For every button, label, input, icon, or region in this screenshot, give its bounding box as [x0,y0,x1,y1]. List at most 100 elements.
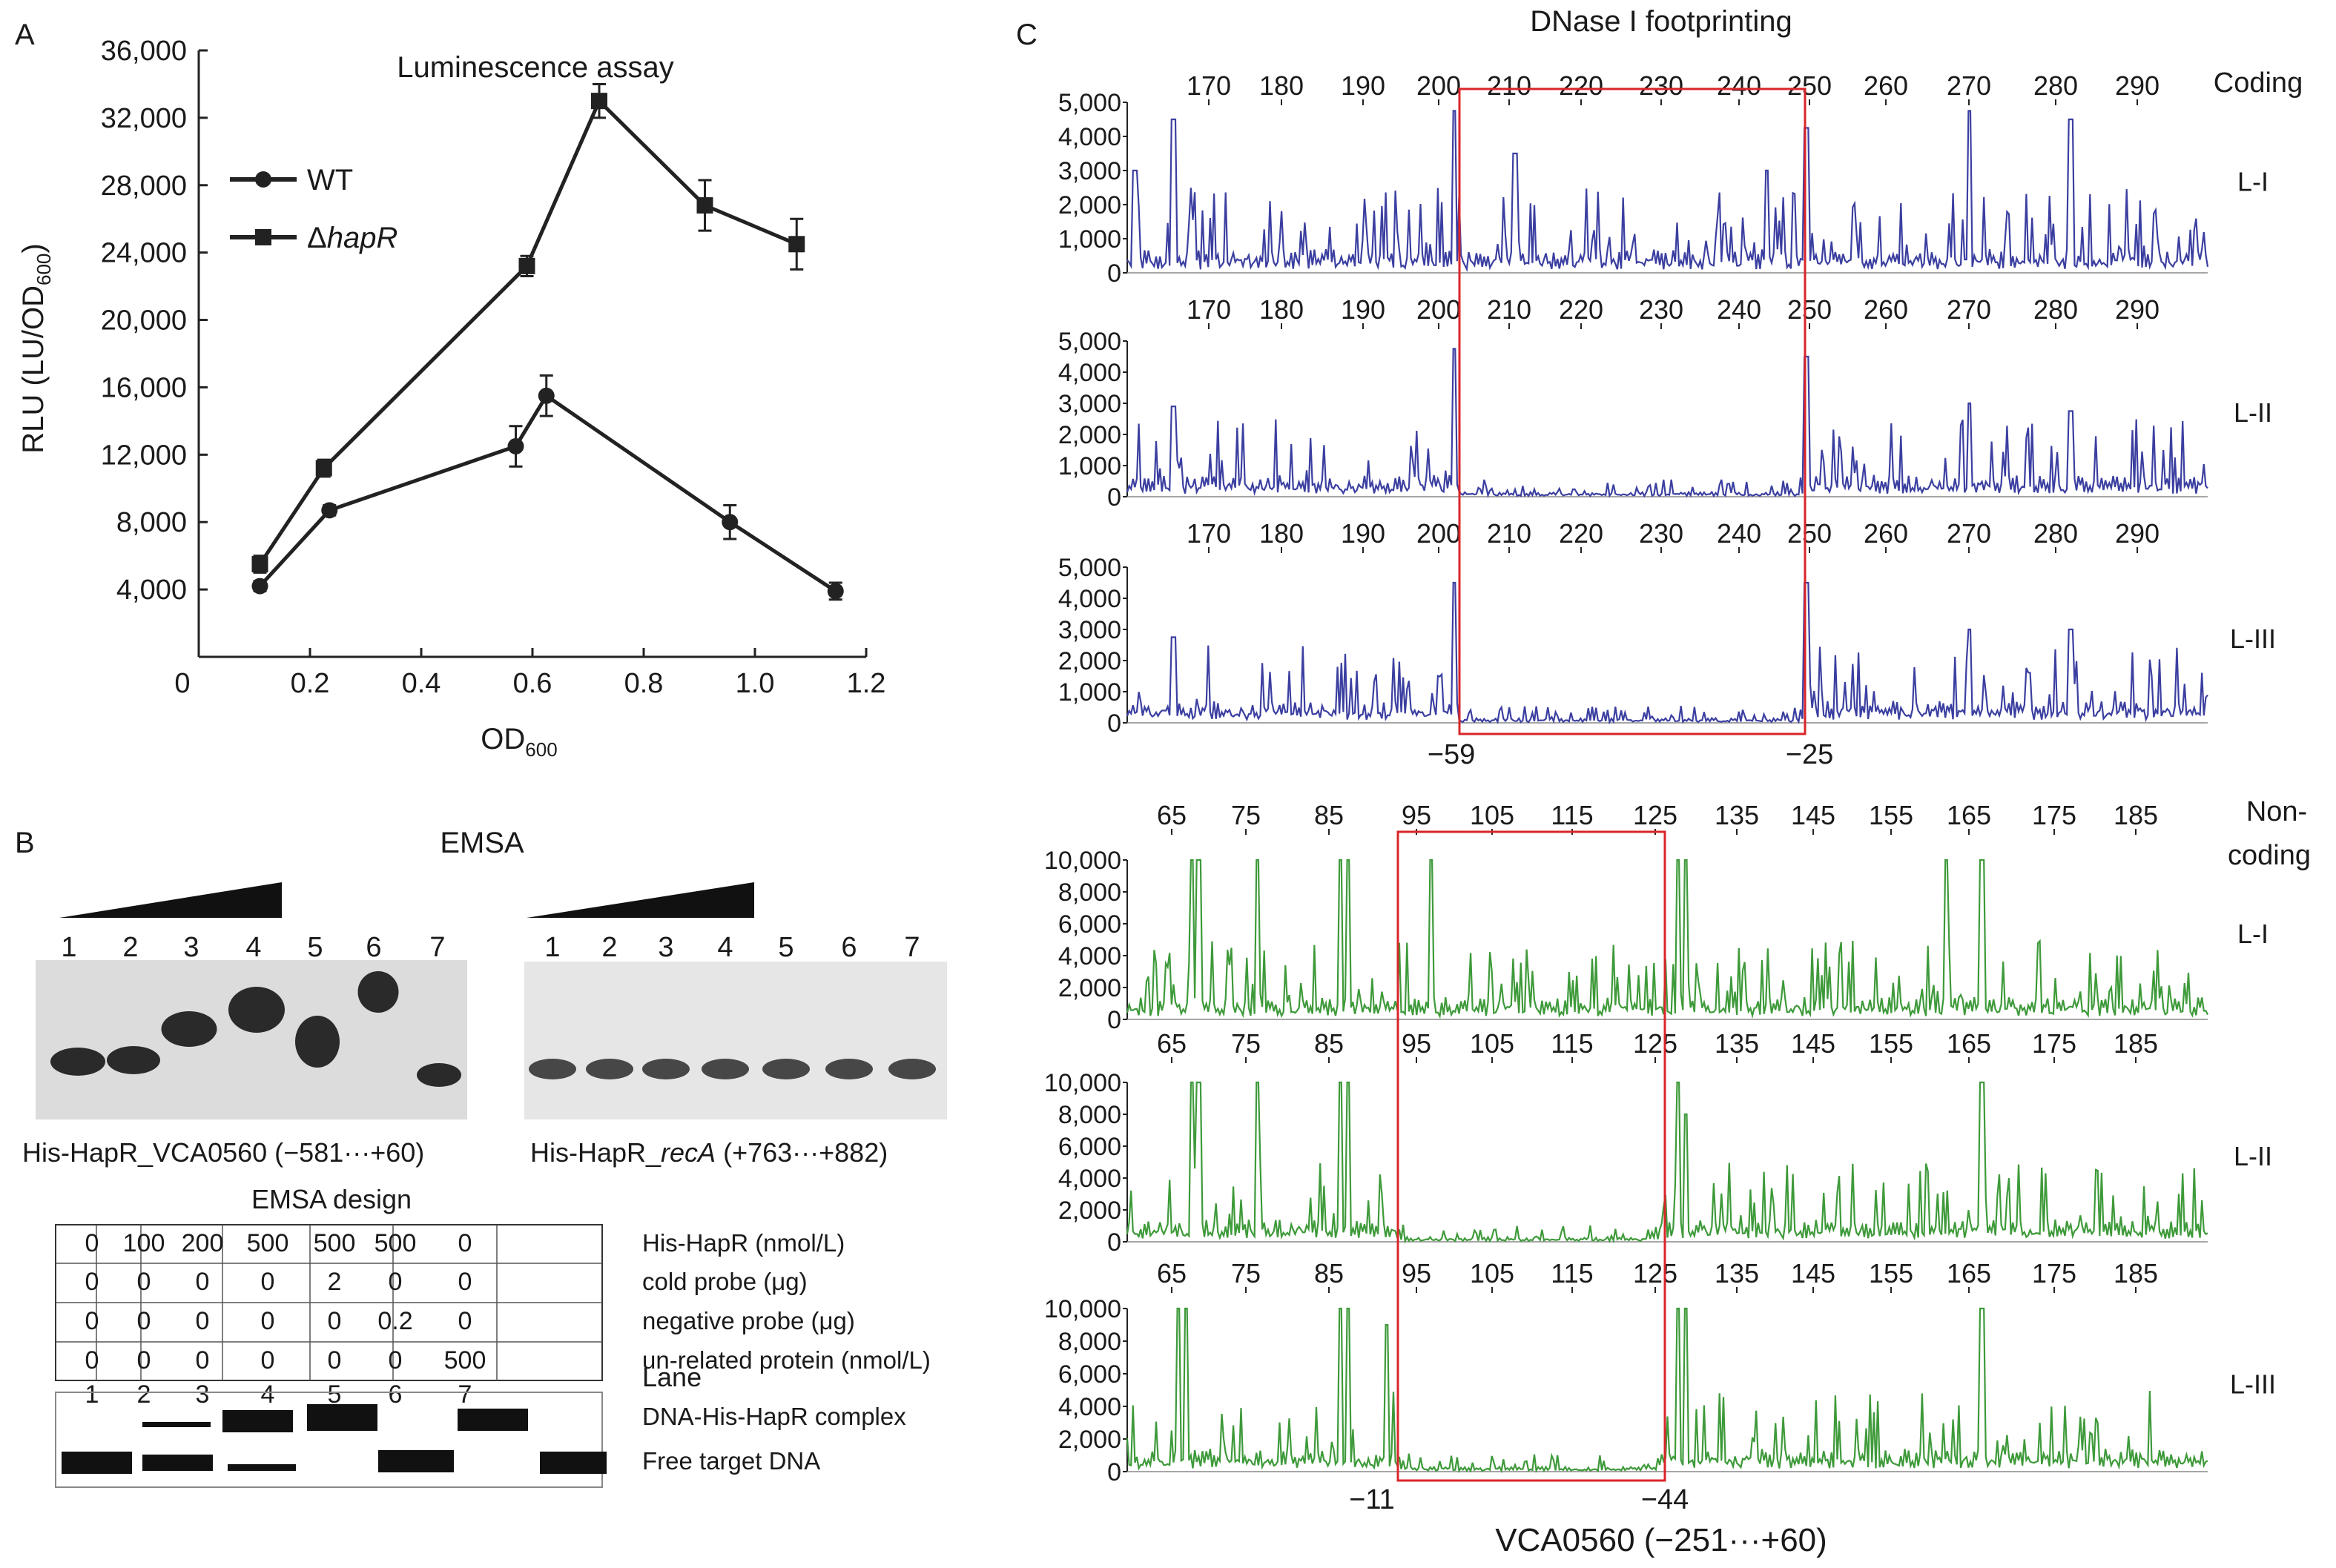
trace-y-tick-label: 5,000 [1058,89,1121,117]
band-schematic [222,1410,293,1432]
trace-position-label: 190 [1341,70,1385,101]
table-cell: 0 [261,1346,275,1375]
lane-number: 6 [841,932,857,963]
band-schematic [307,1404,377,1431]
legend-wt-label: WT [307,164,353,196]
protected-boundary-label: −25 [1786,739,1833,770]
gel-band [702,1059,749,1079]
data-point-wt [507,437,524,454]
trace-position-label: 290 [2115,294,2160,325]
trace-position-label: 190 [1341,518,1385,549]
table-lane-number: 7 [458,1380,472,1409]
trace-y-tick-label: 8,000 [1058,879,1121,907]
y-tick-label: 8,000 [116,507,187,538]
trace-position-label: 175 [2032,1028,2076,1059]
trace-position-label: 180 [1259,70,1304,101]
complex-label: DNA-His-HapR complex [642,1403,906,1430]
lane-number: 2 [122,932,138,963]
trace-position-label: 125 [1633,1028,1677,1059]
protected-boundary-label: −11 [1349,1484,1395,1515]
table-cell: 200 [182,1229,224,1257]
trace-position-label: 280 [2033,518,2078,549]
trace-y-tick-label: 6,000 [1058,1360,1121,1389]
trace-position-label: 220 [1559,518,1603,549]
panel-b-letter: B [15,827,35,859]
lane-number: 3 [183,932,199,963]
electropherogram-trace [1126,348,2208,498]
trace-position-label: 165 [1947,1258,1991,1289]
table-cell: 100 [123,1229,165,1257]
data-point-wt [722,514,739,531]
trace-position-label: 170 [1187,294,1231,325]
legend-hapr-label: ΔhapR [307,222,397,254]
trace-position-label: 135 [1715,800,1759,830]
series-line-wt [258,393,837,593]
trace-position-label: 280 [2033,70,2078,101]
trace-position-label: 240 [1717,518,1761,549]
trace-position-label: 115 [1551,800,1593,830]
trace-y-tick-label: 3,000 [1058,390,1121,418]
trace-y-tick-label: 0 [1107,1228,1121,1257]
panel-a-title: Luminescence assay [397,51,674,84]
table-cell: 0 [389,1346,403,1375]
trace-position-label: 170 [1187,518,1231,549]
table-row-label: negative probe (μg) [642,1307,855,1334]
trace-position-label: 185 [2114,1028,2158,1059]
trace-position-label: 175 [2032,800,2076,830]
panel-a-ylabel: RLU (LU/OD600) [17,243,55,453]
data-point-hapr [696,197,713,214]
trace-position-label: 220 [1559,70,1603,101]
trace-y-tick-label: 8,000 [1058,1101,1121,1129]
y-tick-label: 28,000 [101,171,187,202]
trace-position-label: 165 [1947,800,1991,830]
legend-wt-marker [255,171,271,188]
trace-y-tick-label: 5,000 [1058,328,1121,356]
x-tick-label: 0.2 [291,668,330,699]
table-cell: 500 [247,1229,289,1257]
band-schematic [142,1422,211,1427]
gel-left-caption: His-HapR_VCA0560 (−581···+60) [22,1137,424,1168]
electropherogram-trace [1126,1307,2208,1474]
data-point-hapr [251,556,268,573]
series-line-hapr [258,97,798,566]
electropherogram-trace [1126,581,2208,725]
table-cell: 0 [328,1346,342,1375]
y-tick-label: 20,000 [101,305,187,337]
protein-gradient-wedge-left [59,882,282,918]
y-tick-label: 32,000 [101,103,187,134]
trace-y-tick-label: 0 [1107,1006,1121,1034]
protected-region-box-coding [1458,87,1807,735]
trace-position-label: 65 [1157,1028,1187,1059]
trace-position-label: 180 [1259,518,1304,549]
trace-position-label: 65 [1157,1258,1187,1289]
trace-position-label: 270 [1947,294,1991,325]
gel-band [357,971,399,1013]
trace-y-tick-label: 2,000 [1058,421,1121,449]
panel-c-title: DNase I footprinting [1530,5,1792,38]
free-dna-label: Free target DNA [642,1447,820,1475]
table-cell: 0 [85,1229,99,1257]
table-lane-number: 1 [85,1380,99,1409]
gel-band [825,1059,873,1079]
trace-position-label: 85 [1314,1028,1344,1059]
trace-y-tick-label: 2,000 [1058,1197,1121,1225]
x-tick-label: 1.0 [736,668,775,699]
table-cell: 0 [85,1268,99,1296]
table-cell: 0 [196,1346,210,1375]
trace-position-label: 75 [1231,1258,1261,1289]
table-cell: 0 [458,1307,472,1335]
trace-lane-label: L-II [2234,1141,2272,1171]
trace-position-label: 290 [2115,518,2160,549]
panel-a-plot [251,82,844,601]
band-schematic [142,1455,213,1471]
table-cell: 0 [137,1307,151,1335]
data-point-wt [538,387,555,404]
trace-position-label: 155 [1869,1258,1913,1289]
trace-y-tick-label: 4,000 [1058,942,1121,970]
trace-position-label: 170 [1187,70,1231,101]
trace-y-tick-label: 10,000 [1044,847,1121,875]
trace-y-tick-label: 2,000 [1058,974,1121,1002]
trace-y-tick-label: 4,000 [1058,1165,1121,1193]
gel-band [50,1048,105,1076]
